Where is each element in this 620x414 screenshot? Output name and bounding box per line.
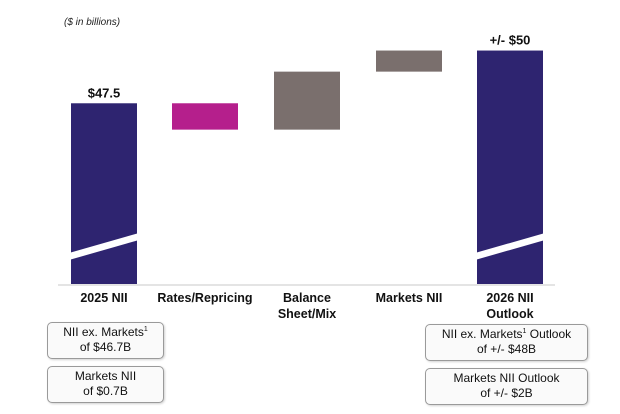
nii-ex-markets-outlook-note-line2: of +/- $48B (476, 342, 537, 356)
markets-nii-note-line1: Markets NII (74, 369, 137, 383)
value-label-0: $47.5 (88, 85, 121, 100)
category-label-2-0: Balance (283, 291, 331, 305)
value-label-4: +/- $50 (490, 33, 531, 48)
axis-break-4 (475, 233, 545, 260)
bar-1 (172, 103, 238, 130)
category-label-2-1: Sheet/Mix (278, 307, 336, 321)
category-label-3-0: Markets NII (376, 291, 443, 305)
markets-nii-outlook-note-line1: Markets NII Outlook (453, 371, 560, 385)
nii-ex-markets-outlook-note-line1: NII ex. Markets1 Outlook (441, 327, 572, 341)
bar-0 (71, 103, 137, 284)
markets-nii-outlook-note-line2: of +/- $2B (480, 386, 533, 400)
bars-group (69, 50, 545, 284)
bar-2 (274, 71, 340, 130)
nii-ex-markets-note: NII ex. Markets1 of $46.7B (47, 322, 164, 359)
nii-ex-markets-outlook-note: NII ex. Markets1 Outlook of +/- $48B (425, 324, 588, 361)
value-labels-group: $47.5 +/- $50 (88, 33, 531, 101)
nii-ex-markets-note-line2: of $46.7B (79, 340, 132, 354)
category-label-1-0: Rates/Repricing (157, 291, 252, 305)
nii-ex-markets-note-line1: NII ex. Markets1 (63, 325, 148, 339)
markets-nii-outlook-note: Markets NII Outlook of +/- $2B (425, 368, 588, 405)
bar-3 (376, 50, 442, 72)
category-label-0-0: 2025 NII (80, 291, 127, 305)
axis-break-0 (69, 233, 139, 260)
category-label-4-0: 2026 NII (486, 291, 533, 305)
markets-nii-note: Markets NII of $0.7B (47, 366, 164, 403)
category-label-4-1: Outlook (486, 307, 533, 321)
category-labels-group: 2025 NII Rates/Repricing Balance Sheet/Mix M… (80, 291, 533, 321)
markets-nii-note-line2: of $0.7B (83, 384, 128, 398)
unit-note: ($ in billions) (64, 17, 120, 28)
